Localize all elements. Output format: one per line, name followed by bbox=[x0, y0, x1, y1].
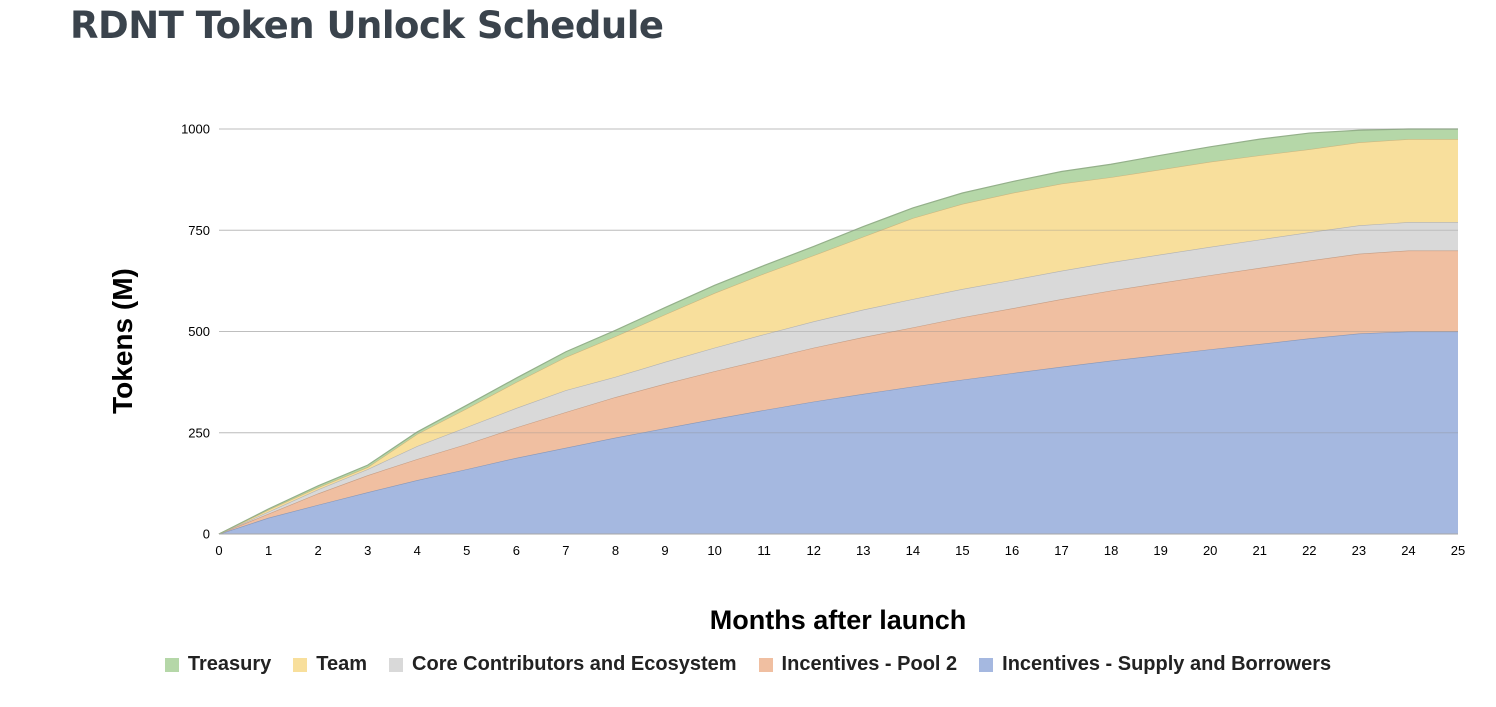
legend-label: Incentives - Pool 2 bbox=[781, 653, 958, 675]
legend-item-team: Team bbox=[293, 653, 367, 676]
legend-swatch bbox=[293, 657, 308, 672]
x-tick-label-3: 3 bbox=[364, 543, 371, 558]
area-core-contributors-and-ecosystem bbox=[219, 222, 1458, 534]
y-tick-label-0: 0 bbox=[203, 527, 210, 542]
x-tick-label-23: 23 bbox=[1352, 543, 1366, 558]
x-tick-label-2: 2 bbox=[315, 543, 322, 558]
x-tick-label-16: 16 bbox=[1005, 543, 1019, 558]
x-axis-label: Months after launch bbox=[710, 605, 967, 635]
x-tick-label-10: 10 bbox=[707, 543, 721, 558]
legend-label: Team bbox=[316, 653, 368, 675]
x-tick-label-20: 20 bbox=[1203, 543, 1217, 558]
x-tick-label-13: 13 bbox=[856, 543, 870, 558]
y-tick-label-1000: 1000 bbox=[181, 122, 210, 137]
x-tick-label-22: 22 bbox=[1302, 543, 1316, 558]
area-incentives-supply-and-borrowers bbox=[219, 331, 1458, 534]
chart-title: RDNT Token Unlock Schedule bbox=[70, 4, 664, 47]
legend-item-core-contributors-and-ecosystem: Core Contributors and Ecosystem bbox=[389, 653, 737, 676]
x-tick-label-18: 18 bbox=[1104, 543, 1118, 558]
legend-label: Treasury bbox=[187, 653, 272, 675]
y-tick-label-500: 500 bbox=[188, 324, 210, 339]
y-tick-label-250: 250 bbox=[188, 425, 210, 440]
y-tick-label-750: 750 bbox=[188, 223, 210, 238]
area-team bbox=[219, 139, 1458, 534]
x-tick-label-17: 17 bbox=[1054, 543, 1068, 558]
area-incentives-pool-2 bbox=[219, 250, 1458, 534]
x-tick-label-21: 21 bbox=[1253, 543, 1267, 558]
y-axis-label: Tokens (M) bbox=[107, 268, 138, 414]
x-tick-label-1: 1 bbox=[265, 543, 272, 558]
x-tick-label-25: 25 bbox=[1451, 543, 1465, 558]
legend-swatch bbox=[979, 657, 994, 672]
area-edge-treasury bbox=[218, 128, 1458, 535]
legend-swatch bbox=[758, 657, 773, 672]
chart-legend: Treasury Team Core Contributors and Ecosys… bbox=[0, 653, 1496, 676]
x-tick-label-11: 11 bbox=[757, 543, 771, 558]
legend-swatch bbox=[164, 657, 179, 672]
legend-item-incentives-pool-2: Incentives - Pool 2 bbox=[758, 653, 958, 676]
x-tick-labels: 0 1 2 3 4 5 6 7 8 9 10 11 12 13 14 15 16 17 18 19 20 21 22 23 24… bbox=[215, 543, 1465, 558]
legend-label: Incentives - Supply and Borrowers bbox=[1002, 653, 1332, 675]
x-tick-label-7: 7 bbox=[562, 543, 569, 558]
legend-label: Core Contributors and Ecosystem bbox=[412, 653, 737, 675]
x-tick-label-8: 8 bbox=[612, 543, 619, 558]
x-tick-label-0: 0 bbox=[215, 543, 222, 558]
x-tick-label-4: 4 bbox=[414, 543, 421, 558]
legend-swatch bbox=[389, 657, 404, 672]
x-tick-label-5: 5 bbox=[463, 543, 470, 558]
legend-item-incentives-supply-and-borrowers: Incentives - Supply and Borrowers bbox=[979, 653, 1331, 676]
x-tick-label-24: 24 bbox=[1401, 543, 1415, 558]
x-tick-label-9: 9 bbox=[661, 543, 668, 558]
x-tick-label-15: 15 bbox=[955, 543, 969, 558]
x-tick-label-19: 19 bbox=[1153, 543, 1167, 558]
x-tick-label-6: 6 bbox=[513, 543, 520, 558]
y-tick-labels: 0 250 500 750 1000 bbox=[181, 122, 210, 542]
x-tick-label-12: 12 bbox=[806, 543, 820, 558]
x-tick-label-14: 14 bbox=[906, 543, 920, 558]
stacked-areas bbox=[218, 128, 1458, 535]
legend-item-treasury: Treasury bbox=[164, 653, 272, 676]
